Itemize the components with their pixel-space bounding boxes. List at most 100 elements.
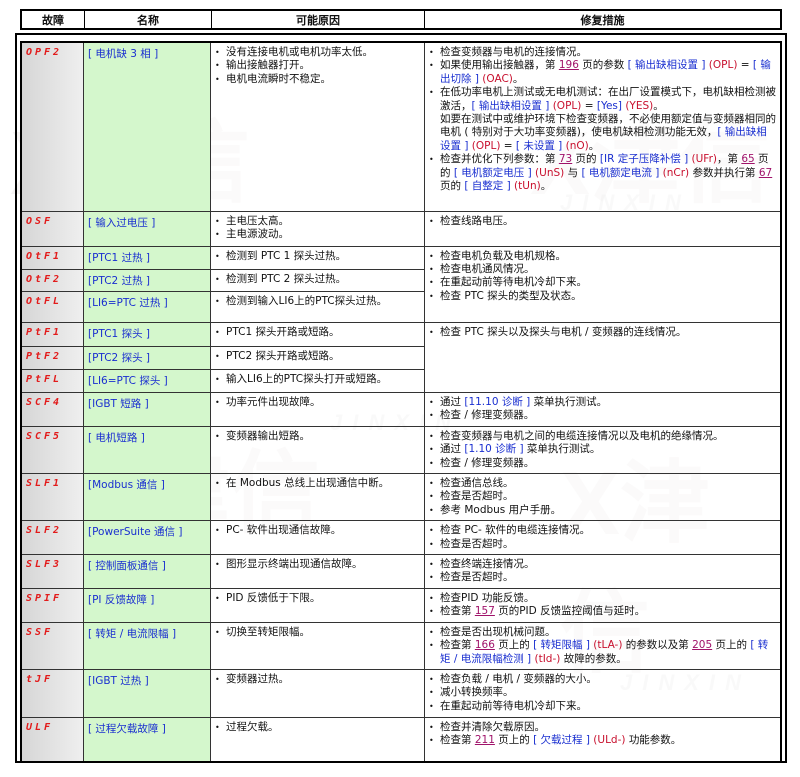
fault-code: tJF <box>20 669 84 718</box>
fault-code: SLF1 <box>20 472 84 522</box>
fault-name: [LI6=PTC 探头 ] <box>83 368 211 393</box>
remedy-text: 在低功率电机上测试或无电机测试：在出厂设置模式下，电机缺相检测被激活， <box>440 86 776 112</box>
remedy-text: 检查是否超时。 <box>440 490 514 503</box>
fault-table: OPF2[ 电机缺 3 相 ]没有连接电机或电机功率太低。输出接触器打开。电机电… <box>20 41 782 763</box>
remedy-text: 参考 Modbus 用户手册。 <box>440 503 562 516</box>
remedy-item: 检查并清除欠载原因。 <box>429 721 776 735</box>
remedy-text: 。 <box>653 99 664 112</box>
remedy-text: 检查终端连接情况。 <box>440 557 535 570</box>
fault-row: SCF5[ 电机短路 ]变频器输出短路。检查变频器与电机之间的电缆连接情况以及电… <box>20 425 782 474</box>
remedy-item: 参考 Modbus 用户手册。 <box>429 503 776 518</box>
remedy-text: 检查线路电压。 <box>440 214 514 227</box>
remedy-item: 在重起动前等待电机冷却下来。 <box>429 276 776 290</box>
page-link[interactable]: 67 <box>758 166 773 179</box>
fault-row: ULF[ 过程欠载故障 ]过程欠载。检查并清除欠载原因。检查第 211 页上的 … <box>20 717 782 762</box>
cause-item: PID 反馈低于下限。 <box>215 592 420 606</box>
cause-cell: 图形显示终端出现通信故障。 <box>210 553 425 589</box>
remedy-text: = <box>740 59 753 72</box>
cause-item: 输出接触器打开。 <box>215 59 420 73</box>
remedy-text: 检查第 <box>440 605 475 618</box>
parameter-code: (OPL) <box>549 99 585 112</box>
page-link[interactable]: 166 <box>474 639 495 652</box>
remedy-text: 减小转换频率。 <box>440 686 514 699</box>
parameter-name: [ 输出缺相设置 ] <box>440 126 767 152</box>
remedy-text: 检查电机通风情况。 <box>440 262 535 275</box>
page-link[interactable]: 196 <box>558 59 579 72</box>
parameter-code: (tLA-) <box>589 639 626 652</box>
fault-code: OPF2 <box>20 41 84 212</box>
cause-cell: 检测到 PTC 2 探头过热。 <box>210 268 425 292</box>
cause-cell: 功率元件出现故障。 <box>210 391 425 427</box>
fault-name: [PTC1 探头 ] <box>83 321 211 347</box>
fault-row: PtF2[PTC2 探头 ] PTC2 探头开路或短路。 <box>20 345 781 370</box>
remedy-text: 与 <box>567 166 582 179</box>
parameter-name: [ 转矩 / 电流限幅检测 ] <box>440 639 769 665</box>
remedy-item: 检查通信总线。 <box>429 477 776 491</box>
fault-code: PtF1 <box>20 321 84 347</box>
fault-row: tJF[IGBT 过热 ]变频器过热。检查负载 / 电机 / 变频器的大小。减小… <box>20 669 782 718</box>
remedy-text: 检查并清除欠载原因。 <box>440 721 545 733</box>
parameter-name: [11.10 诊断 ] <box>464 395 531 408</box>
parameter-code: (OPL) <box>705 59 741 72</box>
remedy-item: 检查电机负载及电机规格。 <box>429 250 776 264</box>
remedy-text: 参数并执行第 <box>692 166 759 179</box>
remedy-cell: 检查线路电压。 <box>424 210 782 247</box>
remedy-text: 检查 PTC 探头以及探头与电机 / 变频器的连线情况。 <box>440 325 687 338</box>
remedy-cell: 检查PID 功能反馈。检查第 157 页的PID 反馈监控阈值与延时。 <box>424 587 782 623</box>
parameter-name: [Yes] <box>596 99 622 112</box>
remedy-text: 在重起动前等待电机冷却下来。 <box>440 699 587 712</box>
cause-item: PC- 软件出现通信故障。 <box>215 524 420 538</box>
remedy-item: 检查第 157 页的PID 反馈监控阈值与延时。 <box>429 605 776 619</box>
cause-item: PTC2 探头开路或短路。 <box>215 350 420 364</box>
fault-code: SPIF <box>20 587 84 623</box>
cause-cell: 变频器过热。 <box>210 669 425 718</box>
remedy-text: 。 <box>540 180 552 193</box>
fault-name: [ 转矩 / 电流限幅 ] <box>83 621 211 671</box>
page-link[interactable]: 73 <box>558 153 573 166</box>
fault-code: OtFL <box>20 290 84 323</box>
remedy-item: 检查PID 功能反馈。 <box>429 592 776 606</box>
parameter-name: [ 转矩限幅 ] <box>533 639 590 652</box>
remedy-text: 检查 / 修理变频器。 <box>440 456 535 469</box>
remedy-text: 页的PID 反馈监控阈值与延时。 <box>494 605 646 618</box>
parameter-name: [ 欠载过程 ] <box>533 734 590 747</box>
remedy-text: 检查 PTC 探头的类型及状态。 <box>440 289 582 302</box>
parameter-code: (nO) <box>562 139 589 152</box>
parameter-code: (OAC) <box>478 72 513 85</box>
cause-cell: 检测到输入LI6上的PTC探头过热。 <box>210 290 425 323</box>
remedy-text: 页的 <box>440 153 769 179</box>
remedy-item: 检查 PTC 探头以及探头与电机 / 变频器的连线情况。 <box>429 325 776 340</box>
remedy-item: 在重起动前等待电机冷却下来。 <box>429 699 776 714</box>
remedy-cell: 检查变频器与电机的连接情况。如果使用输出接触器，第 196 页的参数 [ 输出缺… <box>424 41 782 212</box>
parameter-name: [ 电机额定电压 ] <box>453 166 532 179</box>
remedy-item: 检查 / 修理变频器。 <box>429 409 776 423</box>
remedy-text: 通过 <box>440 443 465 456</box>
remedy-cell: 检查电机负载及电机规格。检查电机通风情况。在重起动前等待电机冷却下来。检查 PT… <box>424 245 782 323</box>
cause-item: 检测到输入LI6上的PTC探头过热。 <box>215 295 420 309</box>
fault-row: PtFL[LI6=PTC 探头 ] 输入LI6上的PTC探头打开或短路。 <box>20 368 781 393</box>
page-link[interactable]: 157 <box>474 605 495 618</box>
remedy-text: 页上的 <box>494 639 534 652</box>
fault-name: [LI6=PTC 过热 ] <box>83 290 211 323</box>
parameter-code: (UnS) <box>531 166 568 179</box>
remedy-item: 检查 PTC 探头的类型及状态。 <box>429 289 776 304</box>
parameter-code: (UFr) <box>688 153 717 166</box>
parameter-code: (nCr) <box>659 166 693 179</box>
page-link[interactable]: 205 <box>692 639 713 652</box>
fault-name: [ 电机缺 3 相 ] <box>83 41 211 212</box>
remedy-text: 。 <box>512 72 524 85</box>
fault-code: OSF <box>20 210 84 247</box>
cause-item: 没有连接电机或电机功率太低。 <box>215 46 420 60</box>
cause-cell: PID 反馈低于下限。 <box>210 587 425 623</box>
parameter-name: [ 电机额定电流 ] <box>581 166 660 179</box>
fault-code: SSF <box>20 621 84 671</box>
page-link[interactable]: 211 <box>474 734 495 747</box>
fault-code: SLF3 <box>20 553 84 589</box>
page-link[interactable]: 65 <box>741 153 755 166</box>
parameter-code: (ULd-) <box>589 734 629 747</box>
fault-row: PtF1[PTC1 探头 ] PTC1 探头开路或短路。 检查 PTC 探头以及探头… <box>20 321 782 393</box>
remedy-item: 如果使用输出接触器，第 196 页的参数 [ 输出缺相设置 ] (OPL) = … <box>429 59 776 86</box>
remedy-item: 检查变频器与电机之间的电缆连接情况以及电机的绝缘情况。 <box>429 430 776 444</box>
remedy-item: 检查是否超时。 <box>429 571 776 585</box>
table-header: 故障 名称 可能原因 修复措施 <box>20 9 782 30</box>
